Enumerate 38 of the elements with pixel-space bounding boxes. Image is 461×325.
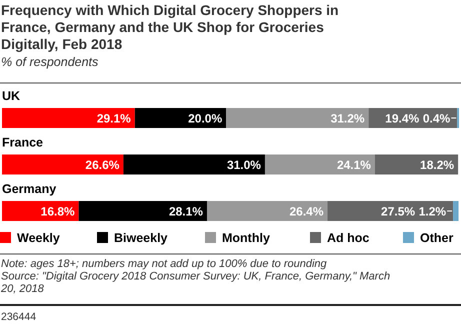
bar [2, 108, 135, 128]
bar [206, 201, 328, 221]
data-label: 29.1% [96, 112, 132, 126]
bar [453, 201, 459, 221]
chart-subtitle: % of respondents [1, 55, 98, 69]
data-label: 26.6% [85, 158, 120, 172]
data-label: 28.1% [168, 204, 204, 218]
bar [374, 154, 458, 174]
source-note: Source: "Digital Grocery 2018 Consumer Survey: UK, France, Germany," March 20, 2018 [0, 270, 390, 295]
data-label: 24.1% [336, 158, 372, 172]
data-label: 0.4% [422, 112, 450, 126]
data-label: 20.0% [188, 112, 222, 126]
data-label: 1.2% [418, 204, 446, 218]
bar [264, 154, 375, 174]
legend-label: Monthly [222, 231, 270, 245]
bar [328, 201, 454, 221]
y-tick-label: Germany [2, 182, 56, 196]
bar [226, 108, 369, 128]
y-tick-label: France [2, 136, 44, 150]
data-label: 31.0% [226, 158, 262, 172]
data-label: 31.2% [330, 112, 365, 126]
text: Note: ages 18+; numbers may not add up to 100% due to rounding [1, 258, 328, 270]
data-label: 16.8% [40, 204, 76, 218]
data-label: 19.4% [385, 112, 420, 126]
bar [2, 154, 124, 174]
legend-label: Other [420, 231, 454, 245]
legend-label: Biweekly [114, 231, 168, 245]
legend-label: Weekly [17, 231, 60, 245]
data-label: 26.4% [289, 204, 324, 218]
legend-label: Ad hoc [327, 231, 370, 245]
bar [123, 154, 265, 174]
data-label: 18.2% [420, 158, 454, 172]
text: 236444 [1, 311, 36, 323]
bar [78, 201, 207, 221]
bar [134, 108, 226, 128]
y-tick-label: UK [2, 89, 20, 103]
chart-title: Frequency with Which Digital Grocery Shoppers in France, Germany and the UK Shop for Groceries Digitally, Feb 2018 [1, 2, 339, 52]
data-label: 27.5% [381, 204, 416, 218]
